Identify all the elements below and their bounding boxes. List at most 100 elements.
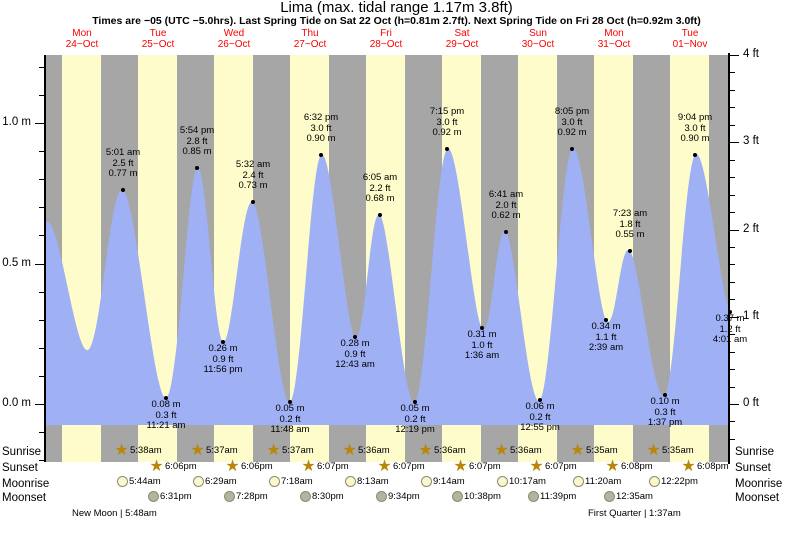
left-axis-tick [39, 207, 44, 208]
moonrise-icon [269, 476, 280, 487]
tide-label-line-2: 3.0 ft [310, 122, 332, 134]
tide-extreme-marker-3 [195, 166, 199, 170]
moonrise-time: 10:17am [509, 476, 546, 487]
tide-label-line-3: 12:55 pm [520, 422, 560, 433]
right-axis-label-1: 4 ft [743, 48, 759, 60]
tide-extreme-marker-17 [628, 249, 632, 253]
tide-label-line-2: 0.9 ft [212, 353, 234, 365]
moonrise-icon [117, 476, 128, 487]
tide-extreme-marker-13 [504, 230, 508, 234]
tide-extreme-marker-10 [413, 400, 417, 404]
sunset-time: 6:06pm [241, 461, 273, 472]
tide-label-line-2: 0.2 ft [279, 413, 301, 425]
tide-extreme-marker-19 [693, 153, 697, 157]
sun-star-icon: ★ [266, 442, 281, 459]
moonset-time: 9:34pm [388, 491, 420, 502]
tide-label-line-1: 5:01 am [105, 147, 141, 158]
sun-star-icon: ★ [570, 442, 585, 459]
tide-extreme-label-16: 0.34 m 1.1 ft 2:39 am [566, 321, 646, 354]
sunset-time: 6:08pm [621, 461, 653, 472]
moonrise-icon [421, 476, 432, 487]
tide-label-line-3: 0.62 m [491, 210, 521, 221]
tide-label-line-2: 0.2 ft [404, 413, 426, 425]
right-axis-tick [730, 264, 735, 265]
moonset-icon [376, 491, 387, 502]
tide-plot [44, 55, 728, 462]
sunrise-time: 5:36am [358, 445, 390, 456]
left-axis-tick [39, 460, 44, 461]
day-header-4: Thu 27−Oct [272, 28, 348, 50]
left-axis-label-2: 0.5 m [2, 256, 31, 269]
tide-label-line-2: 0.2 ft [529, 411, 551, 423]
right-axis-tick [730, 55, 739, 56]
tide-label-line-1: 6:41 am [488, 189, 524, 200]
tide-label-line-2: 2.2 ft [369, 182, 391, 194]
tide-extreme-label-12: 0.31 m 1.0 ft 1:36 am [442, 329, 522, 362]
tide-label-line-2: 2.8 ft [186, 135, 208, 147]
sunrise-time: 5:37am [282, 445, 314, 456]
tide-curve [44, 148, 728, 425]
left-axis-tick [39, 292, 44, 293]
moon-phase-1: New Moon | 5:48am [72, 508, 157, 519]
tide-label-line-2: 2.0 ft [495, 199, 517, 211]
sunrise-entry-5: ★ 5:36am [418, 443, 465, 459]
sunset-time: 6:07pm [393, 461, 425, 472]
day-date: 25−Oct [141, 39, 175, 50]
right-axis-tick [730, 247, 735, 248]
row-label-moonrise-left: Moonrise [2, 478, 50, 490]
row-label-moonset-right: Moonset [735, 492, 780, 504]
right-axis-tick [730, 195, 735, 196]
tide-extreme-label-11: 7:15 pm 3.0 ft 0.92 m [407, 106, 487, 139]
moonset-icon [224, 491, 235, 502]
tide-label-line-1: 6:05 am [362, 172, 398, 183]
sunrise-entry-2: ★ 5:37am [190, 443, 237, 459]
left-axis-tick [39, 376, 44, 377]
tide-extreme-label-4: 0.26 m 0.9 ft 11:56 pm [183, 343, 263, 376]
tide-label-line-1: 7:23 am [612, 208, 648, 219]
right-axis-tick [730, 369, 735, 370]
tide-extreme-label-6: 0.05 m 0.2 ft 11:48 am [250, 403, 330, 436]
moonrise-time: 12:22pm [661, 476, 698, 487]
moonrise-entry-2: 6:29am [193, 476, 237, 487]
tide-label-line-2: 0.3 ft [155, 409, 177, 421]
right-axis-tick [730, 212, 735, 213]
sunrise-time: 5:35am [586, 445, 618, 456]
right-axis-tick [730, 90, 735, 91]
page-title: Lima (max. tidal range 1.17m 3.8ft) [280, 0, 513, 16]
sunset-time: 6:07pm [317, 461, 349, 472]
tide-label-line-3: 2:39 am [588, 342, 624, 353]
tide-extreme-label-9: 6:05 am 2.2 ft 0.68 m [340, 172, 420, 205]
tide-label-line-3: 12:19 pm [395, 424, 435, 435]
moonrise-entry-6: 10:17am [497, 476, 546, 487]
sunrise-time: 5:35am [662, 445, 694, 456]
tide-label-line-3: 0.68 m [365, 193, 395, 204]
sunset-time: 6:06pm [165, 461, 197, 472]
tide-extreme-label-10: 0.05 m 0.2 ft 12:19 pm [375, 403, 455, 436]
tide-extreme-marker-4 [221, 340, 225, 344]
row-label-moonrise-right: Moonrise [735, 478, 783, 490]
tide-extreme-label-1: 5:01 am 2.5 ft 0.77 m [83, 147, 163, 180]
tide-extreme-marker-1 [121, 188, 125, 192]
tide-label-line-3: 11:21 am [146, 420, 186, 431]
tide-label-line-3: 1:36 am [464, 350, 500, 361]
right-axis-tick [730, 125, 735, 126]
sunrise-time: 5:36am [510, 445, 542, 456]
moonrise-entry-3: 7:18am [269, 476, 313, 487]
tide-extreme-marker-20 [728, 310, 732, 314]
moonset-icon [452, 491, 463, 502]
right-axis-tick [730, 177, 735, 178]
moonrise-entry-7: 11:20am [573, 476, 621, 487]
sun-star-icon: ★ [605, 458, 620, 475]
moonrise-time: 7:18am [281, 476, 313, 487]
tide-label-line-3: 11:56 pm [203, 364, 243, 375]
sun-star-icon: ★ [529, 458, 544, 475]
moonset-time: 6:31pm [160, 491, 192, 502]
tide-label-line-3: 0.92 m [432, 127, 462, 138]
sun-star-icon: ★ [494, 442, 509, 459]
moonset-entry-6: 11:39pm [528, 491, 576, 502]
moonset-entry-1: 6:31pm [148, 491, 192, 502]
moonrise-icon [193, 476, 204, 487]
day-header-2: Tue 25−Oct [120, 28, 196, 50]
sun-star-icon: ★ [114, 442, 129, 459]
right-axis-label-2: 3 ft [743, 135, 759, 148]
